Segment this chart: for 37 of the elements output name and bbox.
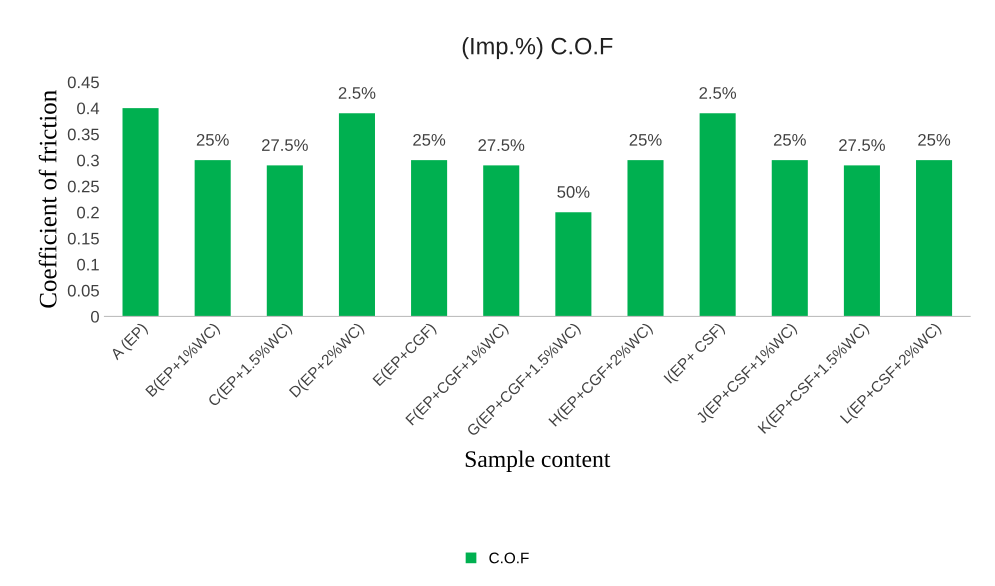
bar (555, 212, 592, 316)
y-tick-label: 0.4 (77, 102, 100, 114)
bar (627, 160, 664, 316)
annotation: 27.5% (839, 139, 885, 151)
bar (700, 113, 736, 316)
annotation: 25% (413, 134, 446, 146)
bar (772, 160, 808, 316)
bar (266, 165, 303, 316)
bar (194, 160, 231, 316)
y-tick-label: 0.3 (77, 154, 99, 166)
annotation: 25% (918, 134, 950, 146)
chart-title: (Imp.%) C.O.F (462, 37, 612, 60)
y-axis-title: Coefficient of friction (38, 90, 57, 308)
y-tick-label: 0.1 (77, 258, 99, 271)
bar (844, 165, 880, 316)
legend-label: C.O.F (489, 552, 529, 564)
bar (338, 113, 375, 316)
annotation: 25% (196, 134, 229, 146)
y-tick-label: 0.35 (68, 128, 99, 140)
annotation: 25% (774, 134, 806, 146)
annotation: 27.5% (478, 139, 524, 151)
x-axis-title: Sample content (466, 450, 610, 472)
y-tick-label: 0 (90, 310, 99, 323)
annotation: 2.5% (338, 87, 376, 99)
y-tick-label: 0.15 (68, 232, 99, 245)
y-tick-label: 0.05 (68, 284, 99, 297)
bar (411, 160, 448, 316)
annotation: 2.5% (699, 87, 736, 99)
bar (483, 165, 520, 316)
bar (122, 108, 159, 316)
annotation: 25% (630, 134, 662, 146)
bar (916, 160, 952, 316)
annotation: 50% (557, 186, 590, 198)
annotation: 27.5% (262, 139, 308, 151)
y-tick-label: 0.2 (77, 206, 99, 218)
y-tick-label: 0.25 (68, 180, 99, 192)
y-tick-label: 0.45 (68, 76, 99, 88)
